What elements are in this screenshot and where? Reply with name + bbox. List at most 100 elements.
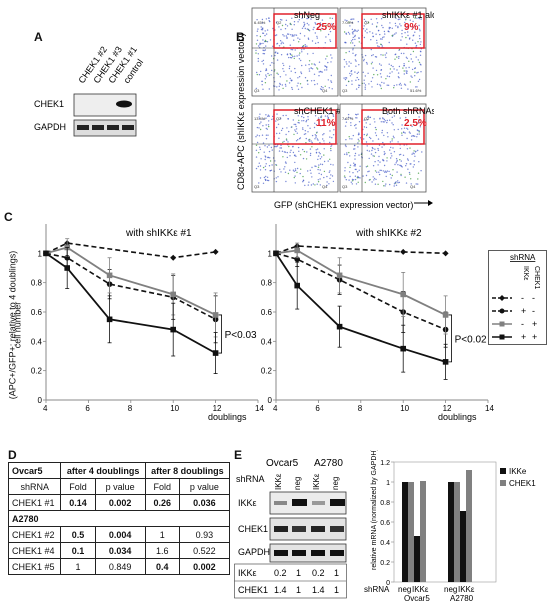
significance-bracket [448,314,452,363]
series-line [45,242,216,259]
y-tick-label: 0.2 [31,367,43,376]
table-cell: 0.4 [144,558,180,575]
quadrant-label: 13.4% [254,116,266,121]
flow-x-axis-label: GFP (shCHEK1 expression vector) [274,200,413,210]
row-label: CHEK1 [34,99,64,109]
blot-strip-ikke [269,491,347,515]
panel-label-a: A [34,30,43,44]
legend-sign: - [521,319,524,329]
lane-label: neg [331,477,340,490]
data-point [106,272,113,279]
quadrant-label: Q3 [342,184,348,189]
x-tick-label: neg [398,585,411,594]
quadrant-label: Q3 [254,88,260,93]
lane-label: neg [293,477,302,490]
p-value-label: P<0.02 [455,334,487,345]
table-group-label: A2780 [8,510,230,527]
table-cell: 0.849 [94,558,146,575]
panel-c-legend: shRNA IKKε CHEK1 - -+ -- ++ + [488,250,547,345]
group-label: Ovcar5 [404,594,430,602]
bar [460,511,466,582]
panel-label-b: B [236,30,245,44]
table-cell: 0.5 [60,526,96,543]
quant-value: 1.4 [274,585,287,595]
quadrant-label: 7.03% [342,20,354,25]
legend-sign: + [532,332,537,342]
panel-b-flow-cytometry: CD8α-APC (shIKKε expression vector ) GFP… [236,7,434,210]
y-tick-label: 0.4 [261,337,273,346]
shrna-label: shRNA [364,585,390,594]
x-tick-label: 6 [85,404,90,413]
quadrant-label: Q3 [342,88,348,93]
table-cell: 1 [144,526,180,543]
blot-band [92,125,104,130]
data-point [170,326,176,333]
table-cell: 0.004 [94,526,146,543]
quadrant-label: Q2 [364,20,370,25]
y-tick-label: 1 [268,249,273,258]
table-cell: 0.14 [60,494,96,511]
flow-plot-title: shNeg [294,10,320,20]
y-tick-label: 0 [268,396,273,405]
panel-e-western-blot: Ovcar5 A2780 shRNA IKKε neg IKKε neg IKK… [234,458,347,599]
table-cell: 0.002 [178,558,231,575]
quadrant-label: 6.45% [254,20,266,25]
panel-a-western-blot: CHEK1 #2 CHEK1 #3 CHEK1 #1 control CHEK1… [34,45,145,137]
bar [454,482,460,582]
table-cell: 0.1 [60,542,96,559]
table-header-cell: Ovcar5 [7,462,62,479]
x-tick-label: 14 [255,404,264,413]
bar [448,482,454,582]
data-point [442,359,449,365]
cell-line-label: Ovcar5 [266,458,299,469]
y-tick-label: 0.8 [261,279,273,288]
data-point [336,272,343,279]
data-point [64,265,70,271]
table-subheader-cell: shRNA [7,478,62,495]
series-line [45,246,216,316]
quadrant-label: 7.67% [342,116,354,121]
table-cell: 0.93 [178,526,231,543]
legend-sign: + [521,332,526,342]
gate-percent: 11% [316,118,336,129]
table-cell: 0.034 [94,542,146,559]
y-tick-label: 1.2 [380,460,390,467]
bar [408,482,414,582]
table-cell: CHEK1 #1 [7,494,62,511]
gate-percent: 25% [316,22,336,33]
quadrant-label: Q4 [322,88,328,93]
y-tick-label: 0.4 [380,540,390,547]
y-tick-label: 0.6 [261,308,273,317]
quadrant-label: Q2 [276,20,282,25]
table-cell: 0.26 [144,494,180,511]
y-tick-label: 1 [386,480,390,487]
gate-percent: 9% [404,22,419,33]
y-tick-label: 0.4 [31,337,43,346]
table-cell: 0.522 [178,542,231,559]
y-tick-label: 0 [386,580,390,587]
flow-dots [255,113,335,187]
series-line [275,252,446,331]
table-subheader-cell: p value [94,478,146,495]
panel-label-c: C [4,210,13,224]
table-row: CHEK1 #2 0.5 0.004 1 0.93 [7,526,231,543]
data-point [442,312,449,318]
quadrant-label: Q2 [276,116,282,121]
x-tick-label: 8 [128,404,133,413]
quant-value: 1 [334,568,339,578]
blot-band [292,499,307,506]
table-header-cell: after 8 doublings [144,462,231,479]
blot-band [274,501,287,505]
data-point [212,248,219,255]
bar [466,470,472,582]
x-tick-label: 6 [315,404,320,413]
flow-plot-title: shIKKε #1 alone [382,10,434,20]
blot-band [107,125,119,130]
x-tick-label: 10 [400,404,409,413]
row-label: IKKε [238,498,257,508]
bar [414,536,420,582]
table-subheader-cell: Fold [60,478,96,495]
legend-title: shRNA [510,253,536,262]
y-tick-label: 0.8 [31,279,43,288]
